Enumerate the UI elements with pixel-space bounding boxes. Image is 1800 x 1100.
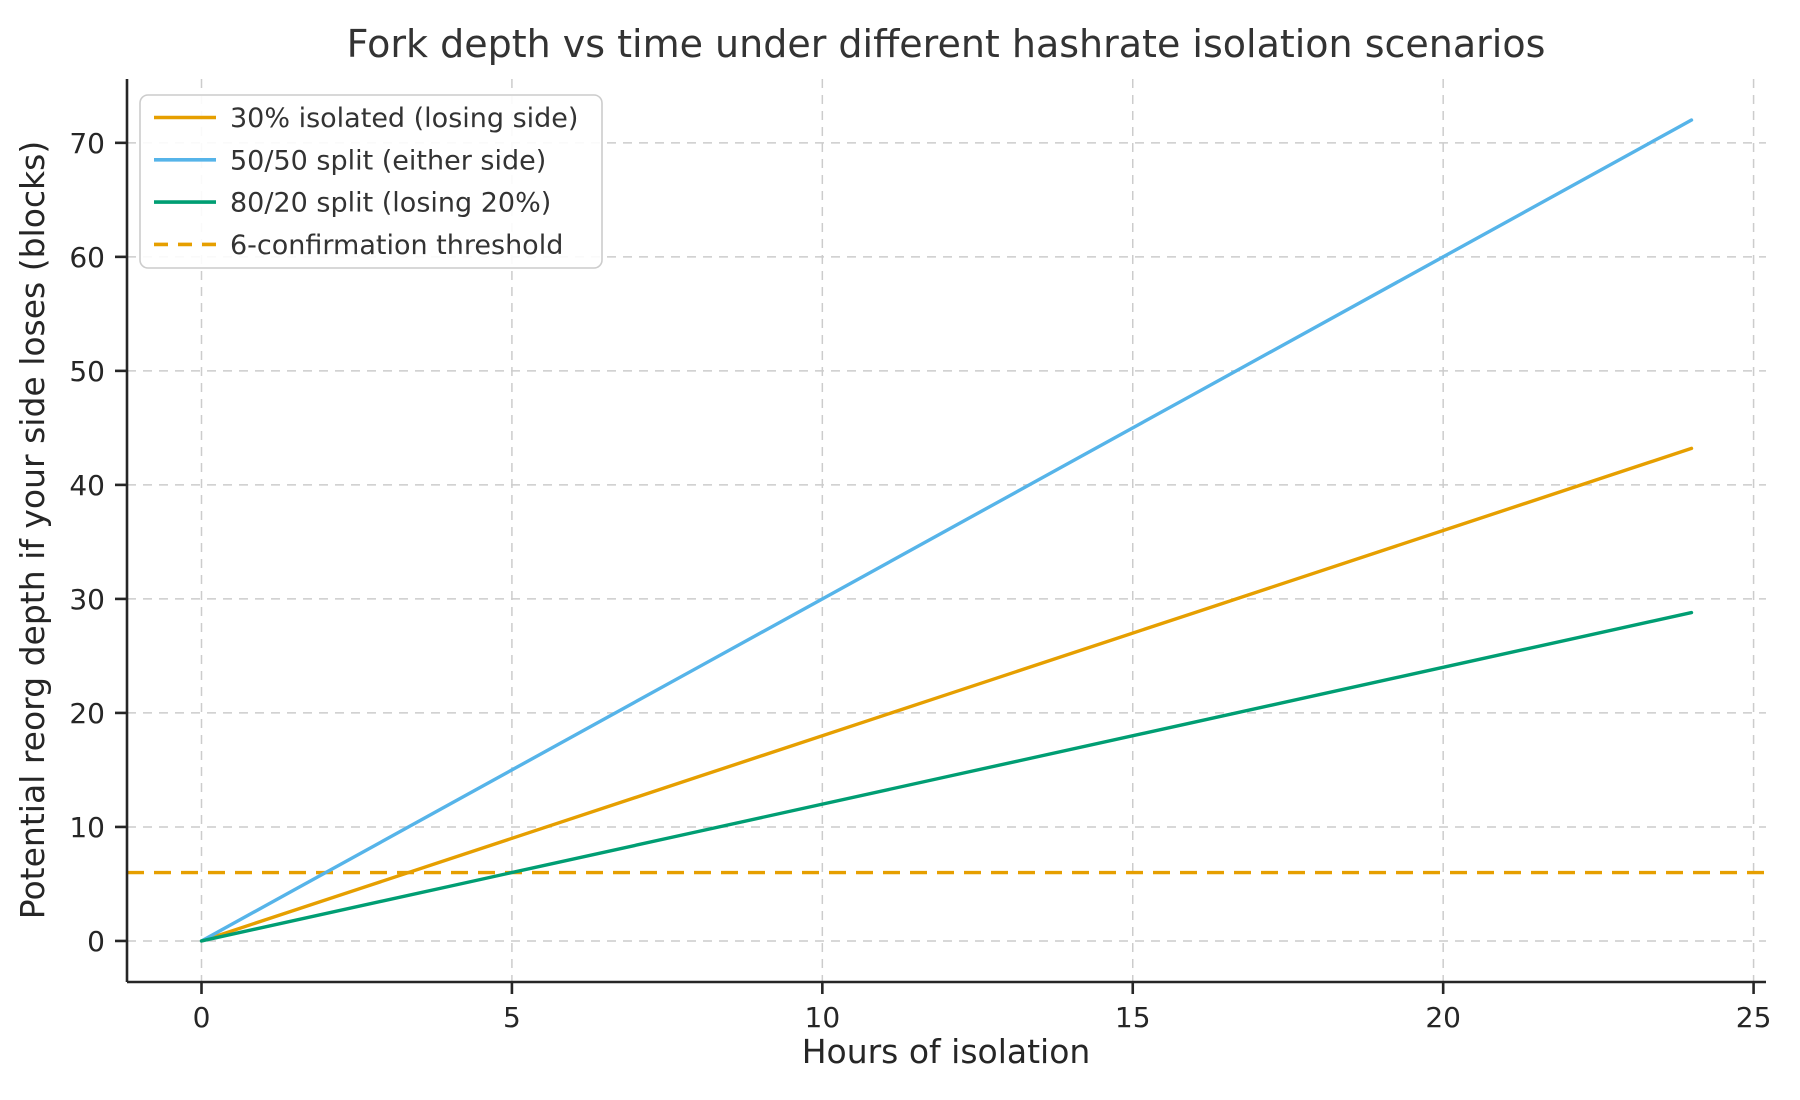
y-tick-label: 20	[69, 697, 105, 730]
y-tick-label: 0	[87, 925, 105, 958]
x-tick-label: 10	[805, 1001, 841, 1034]
legend: 30% isolated (losing side) 50/50 split (e…	[139, 94, 603, 269]
series-line-0	[199, 446, 1694, 943]
legend-label: 80/20 split (losing 20%)	[230, 188, 551, 219]
y-tick-labels: 0 10 20 30 40 50 60 70	[69, 127, 105, 958]
series-line-2	[199, 610, 1694, 943]
series-lines	[199, 118, 1694, 943]
legend-label: 6-confirmation threshold	[230, 230, 563, 261]
y-tick-label: 40	[69, 469, 105, 502]
x-tick-label: 15	[1115, 1001, 1151, 1034]
legend-item: 50/50 split (either side)	[154, 145, 546, 176]
y-tick-label: 60	[69, 241, 105, 274]
y-tick-label: 30	[69, 583, 105, 616]
legend-item: 30% isolated (losing side)	[154, 103, 578, 134]
gridlines	[127, 79, 1766, 982]
x-tick-label: 5	[503, 1001, 521, 1034]
legend-label: 50/50 split (either side)	[230, 145, 546, 176]
y-tick-label: 50	[69, 355, 105, 388]
series-line-1	[199, 118, 1694, 943]
legend-label: 30% isolated (losing side)	[230, 103, 578, 134]
x-tick-label: 25	[1736, 1001, 1772, 1034]
x-tick-label: 0	[193, 1001, 211, 1034]
axes-spines-and-ticks	[115, 79, 1766, 994]
legend-box	[139, 94, 603, 269]
legend-item: 6-confirmation threshold	[154, 230, 563, 261]
x-tick-label: 20	[1425, 1001, 1461, 1034]
y-axis-label: Potential reorg depth if your side loses…	[13, 141, 52, 919]
chart-title: Fork depth vs time under different hashr…	[347, 22, 1546, 66]
legend-item: 80/20 split (losing 20%)	[154, 188, 551, 219]
y-tick-label: 70	[69, 127, 105, 160]
x-axis-label: Hours of isolation	[802, 1032, 1091, 1071]
y-tick-label: 10	[69, 811, 105, 844]
x-tick-labels: 0 5 10 15 20 25	[193, 1001, 1772, 1034]
